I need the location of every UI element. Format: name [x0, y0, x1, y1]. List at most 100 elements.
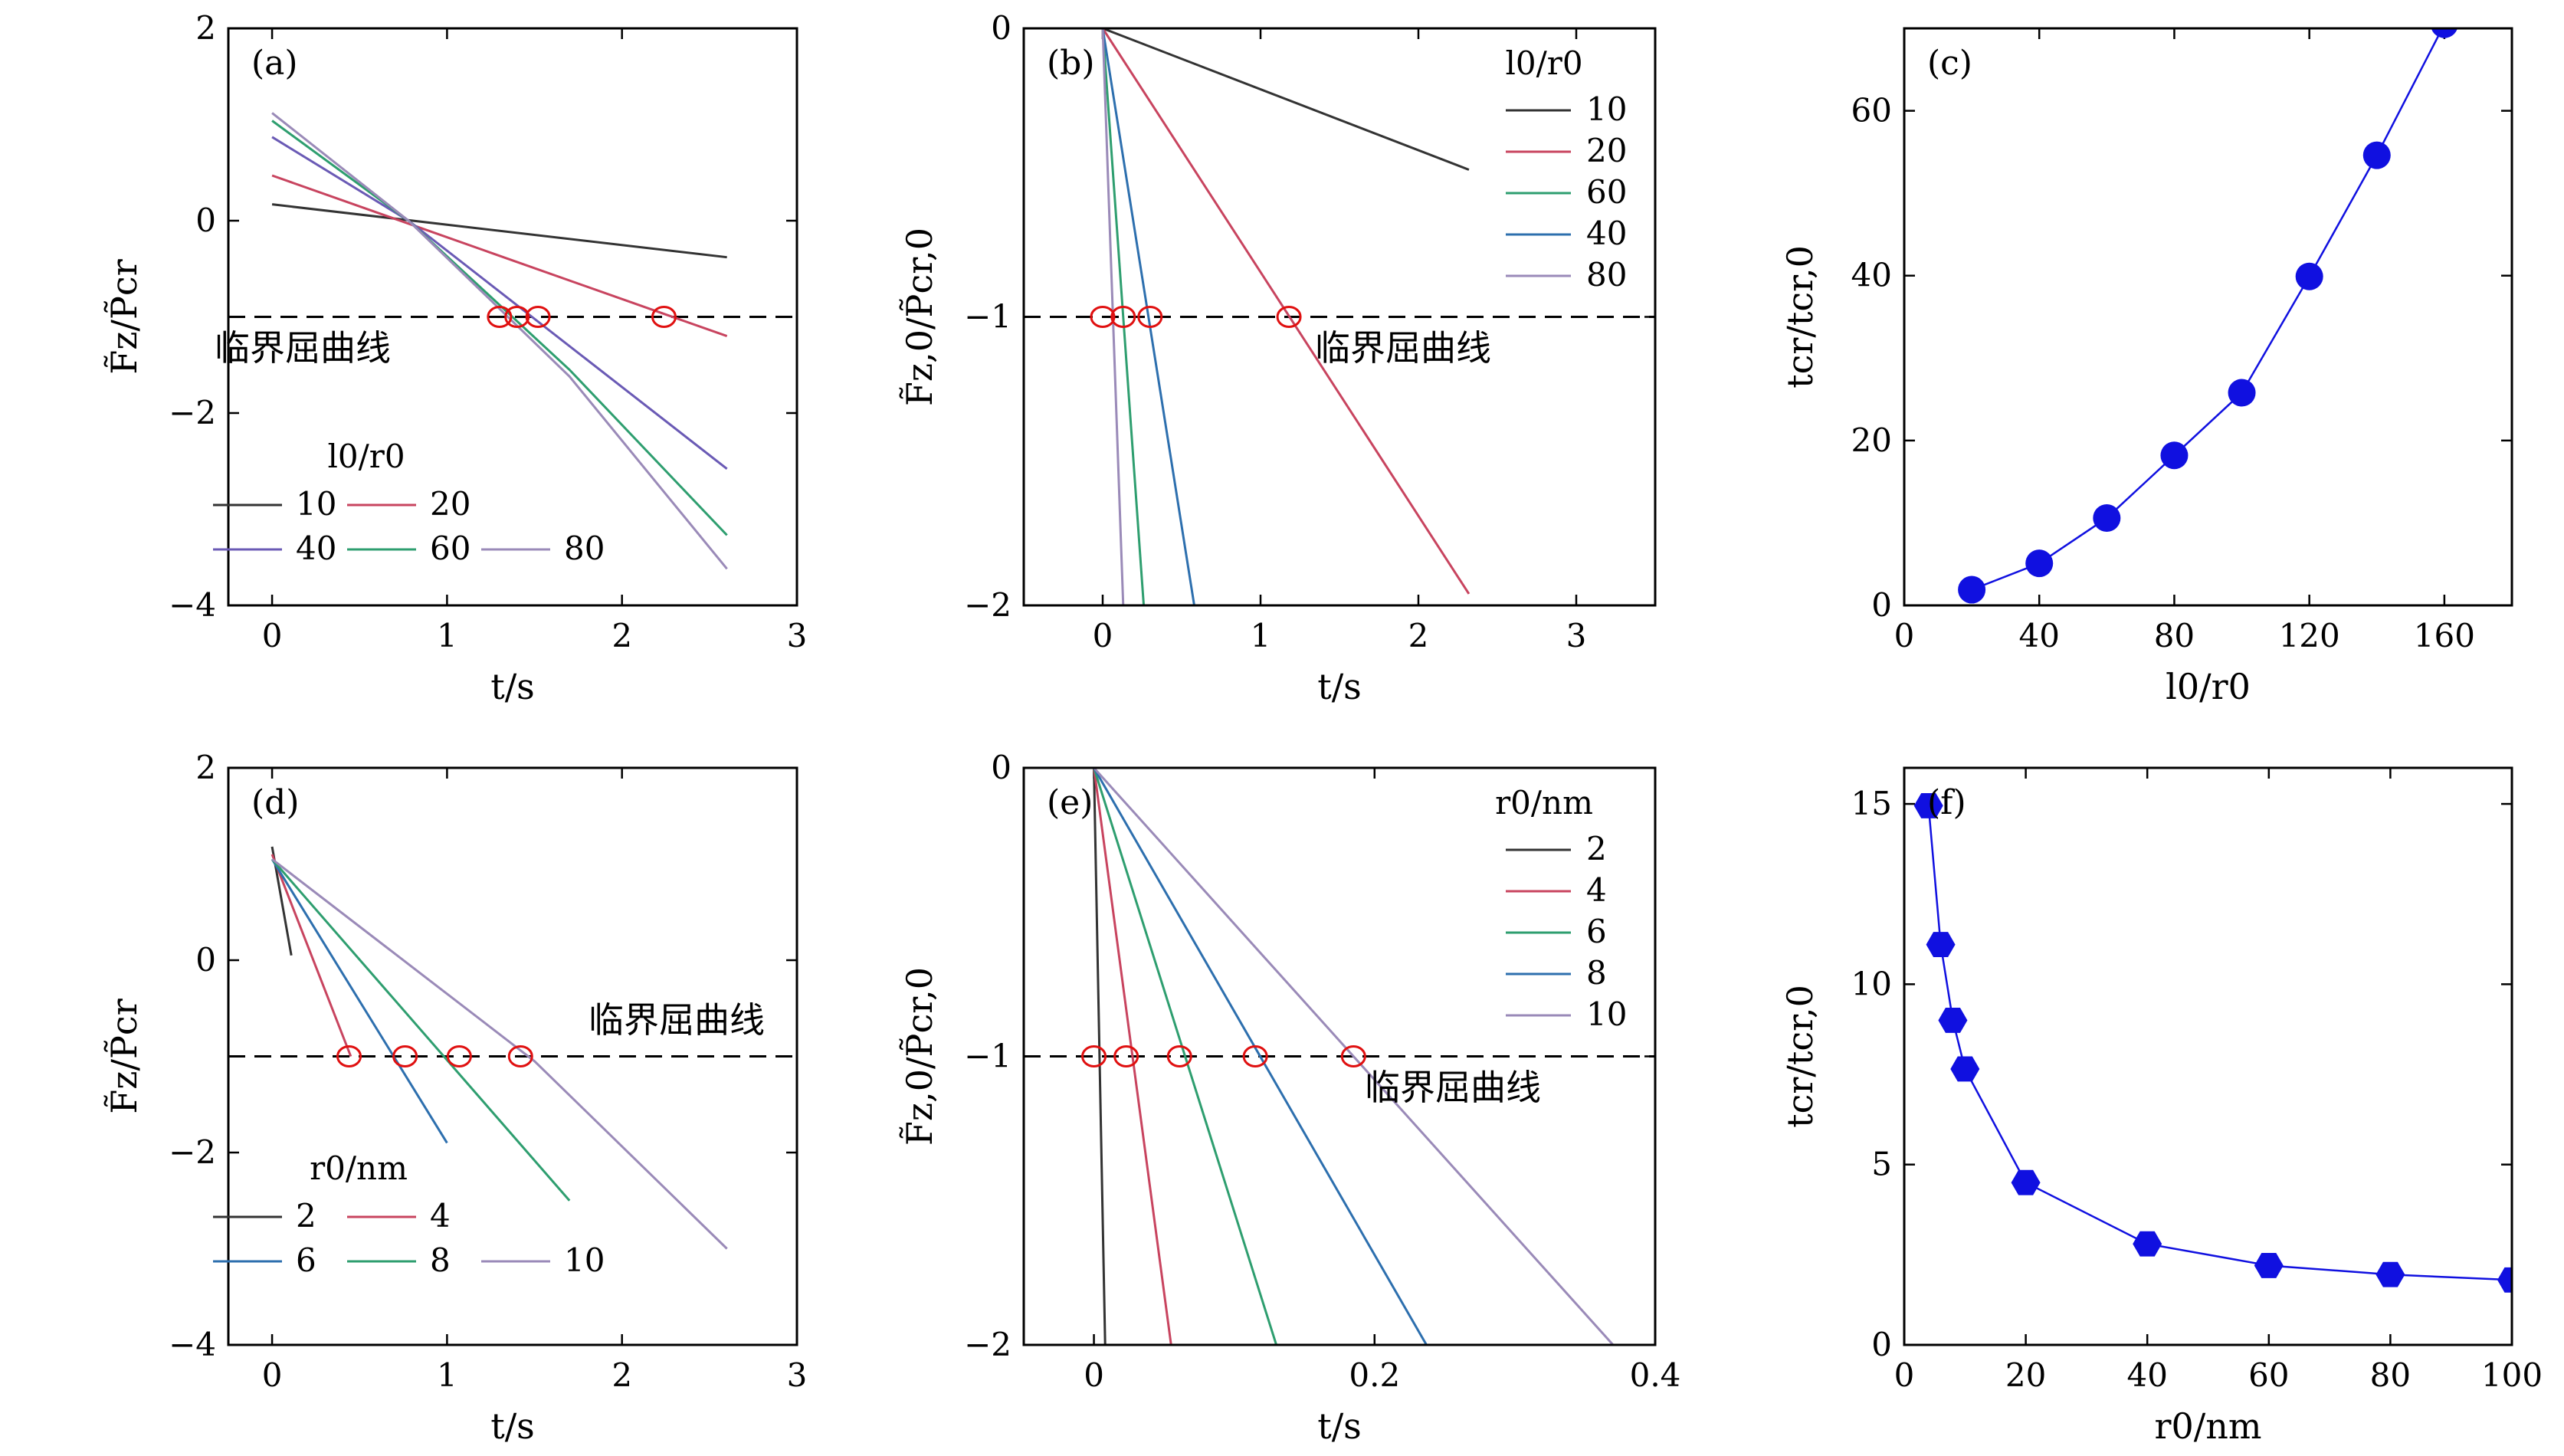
y-tick-label: −2 — [964, 586, 1012, 624]
plot-frame — [1903, 27, 2513, 607]
panel-f: 0 20 40 60 80 100 0 5 10 15 (f) r0/nm tcr/tcr,0 — [1779, 766, 2543, 1447]
series-line-8 — [270, 858, 571, 1202]
crossing-marker — [525, 306, 551, 328]
y-axis-label: F̃z/P̃cr — [103, 999, 145, 1113]
series-line-10 — [1102, 28, 1470, 171]
y-axis-label: F̃z,0/P̃cr,0 — [899, 228, 940, 406]
legend-entry: 6 — [296, 1241, 316, 1279]
data-point — [2375, 1261, 2405, 1287]
series-line-40 — [1101, 28, 1195, 605]
crossing-marker — [1340, 1045, 1366, 1067]
series-line-10 — [271, 858, 728, 1250]
y-tick-label: 20 — [1851, 421, 1892, 459]
x-axis-label: t/s — [1317, 1405, 1362, 1447]
legend-entry: 20 — [1586, 132, 1627, 169]
series-line-10 — [271, 203, 727, 259]
series-group — [1093, 768, 1615, 1345]
panel-label: (c) — [1927, 44, 1972, 83]
legend-entry: 10 — [1586, 995, 1627, 1033]
x-tick-label: 80 — [2154, 617, 2195, 654]
panel-d: 0 1 2 3 2 0 −2 −4 (d) t/s F̃z/P̃cr 临界屈曲线 r0/nm 2 4 6 8 10 — [103, 749, 808, 1447]
crossing-marker — [1090, 306, 1116, 328]
trend-line — [1971, 28, 2444, 591]
panel-e: 0 0.2 0.4 0 −1 −2 (e) t/s F̃z,0/P̃cr,0 临界屈曲线 r0/nm… — [899, 749, 1681, 1447]
crossing-marker — [1137, 306, 1163, 328]
series-line-4 — [1093, 768, 1172, 1345]
y-tick-label: −1 — [964, 298, 1012, 336]
data-point — [1913, 792, 1943, 818]
legend: l0/r0 10 20 40 60 80 — [213, 438, 605, 567]
y-axis-label: tcr/tcr,0 — [1779, 245, 1821, 389]
legend-entry: 20 — [430, 485, 471, 523]
legend-entry: 40 — [1586, 215, 1627, 252]
y-tick-label: −4 — [169, 1326, 216, 1363]
data-point — [2133, 1231, 2162, 1257]
plot-frame — [1022, 27, 1657, 607]
legend-title: r0/nm — [310, 1149, 408, 1187]
legend-entry: 80 — [564, 530, 605, 567]
series-line-20 — [271, 174, 728, 338]
panel-label: (e) — [1047, 783, 1093, 822]
series-line-40 — [271, 136, 728, 470]
crossing-marker — [651, 306, 677, 328]
x-tick-label: 20 — [2005, 1356, 2046, 1394]
legend-entry: 60 — [430, 530, 471, 567]
y-axis-label: F̃z/P̃cr — [103, 259, 145, 374]
legend-entry: 6 — [1586, 913, 1607, 950]
data-point — [2011, 1169, 2041, 1195]
crossing-marker — [1113, 1045, 1139, 1067]
x-tick-label: 0.4 — [1630, 1356, 1681, 1394]
series-group — [1913, 792, 2512, 1293]
crossing-marker — [507, 1045, 533, 1067]
series-line-60 — [1101, 28, 1146, 605]
y-tick-label: 60 — [1851, 92, 1892, 130]
legend-entry: 10 — [564, 1241, 605, 1279]
series-group — [1101, 28, 1471, 605]
y-tick-label: −2 — [169, 1133, 216, 1171]
x-axis-label: t/s — [490, 666, 535, 707]
panel-c: 0 40 80 120 160 0 20 40 60 (c) l0/r0 tcr/tcr,0 — [1779, 27, 2513, 707]
series-group — [270, 846, 728, 1250]
critical-buckling-label: 临界屈曲线 — [589, 999, 765, 1041]
data-point — [2254, 1253, 2284, 1278]
y-tick-label: 0 — [1871, 586, 1892, 624]
y-axis-label: tcr/tcr,0 — [1779, 985, 1821, 1128]
x-tick-label: 1 — [437, 617, 457, 654]
x-tick-label: 0.2 — [1349, 1356, 1400, 1394]
y-tick-label: 0 — [195, 202, 216, 239]
series-line-6 — [1093, 768, 1278, 1345]
x-tick-label: 0 — [262, 617, 283, 654]
x-axis-label: t/s — [1317, 666, 1362, 707]
crossing-marker — [1081, 1045, 1107, 1067]
legend-entry: 4 — [430, 1197, 451, 1235]
x-tick-label: 3 — [787, 617, 808, 654]
legend-entry: 10 — [1586, 90, 1627, 128]
x-tick-label: 60 — [2248, 1356, 2289, 1394]
x-tick-label: 2 — [611, 617, 632, 654]
data-point — [1938, 1007, 1968, 1033]
data-point — [2362, 141, 2391, 169]
legend-entry: 2 — [1586, 830, 1607, 867]
data-point — [1926, 932, 1956, 958]
trend-line — [1927, 805, 2512, 1281]
crossing-marker — [1242, 1045, 1268, 1067]
x-tick-label: 3 — [787, 1356, 808, 1394]
series-line-10 — [1093, 768, 1615, 1345]
x-tick-label: 0 — [1093, 617, 1113, 654]
x-tick-label: 1 — [437, 1356, 457, 1394]
legend-title: r0/nm — [1495, 784, 1593, 821]
legend-entry: 60 — [1586, 173, 1627, 211]
crossing-marker — [504, 306, 530, 328]
legend: r0/nm 2 4 6 8 10 — [213, 1149, 605, 1279]
crossing-marker — [1276, 306, 1302, 328]
x-tick-label: 2 — [1408, 617, 1429, 654]
y-tick-label: 2 — [195, 749, 216, 786]
legend-entry: 8 — [1586, 954, 1607, 992]
plot-frame — [1903, 766, 2513, 1346]
x-tick-label: 160 — [2414, 617, 2475, 654]
x-tick-label: 120 — [2279, 617, 2340, 654]
y-tick-label: −2 — [169, 394, 216, 431]
x-tick-label: 0 — [1894, 617, 1915, 654]
y-tick-label: −1 — [964, 1038, 1012, 1075]
